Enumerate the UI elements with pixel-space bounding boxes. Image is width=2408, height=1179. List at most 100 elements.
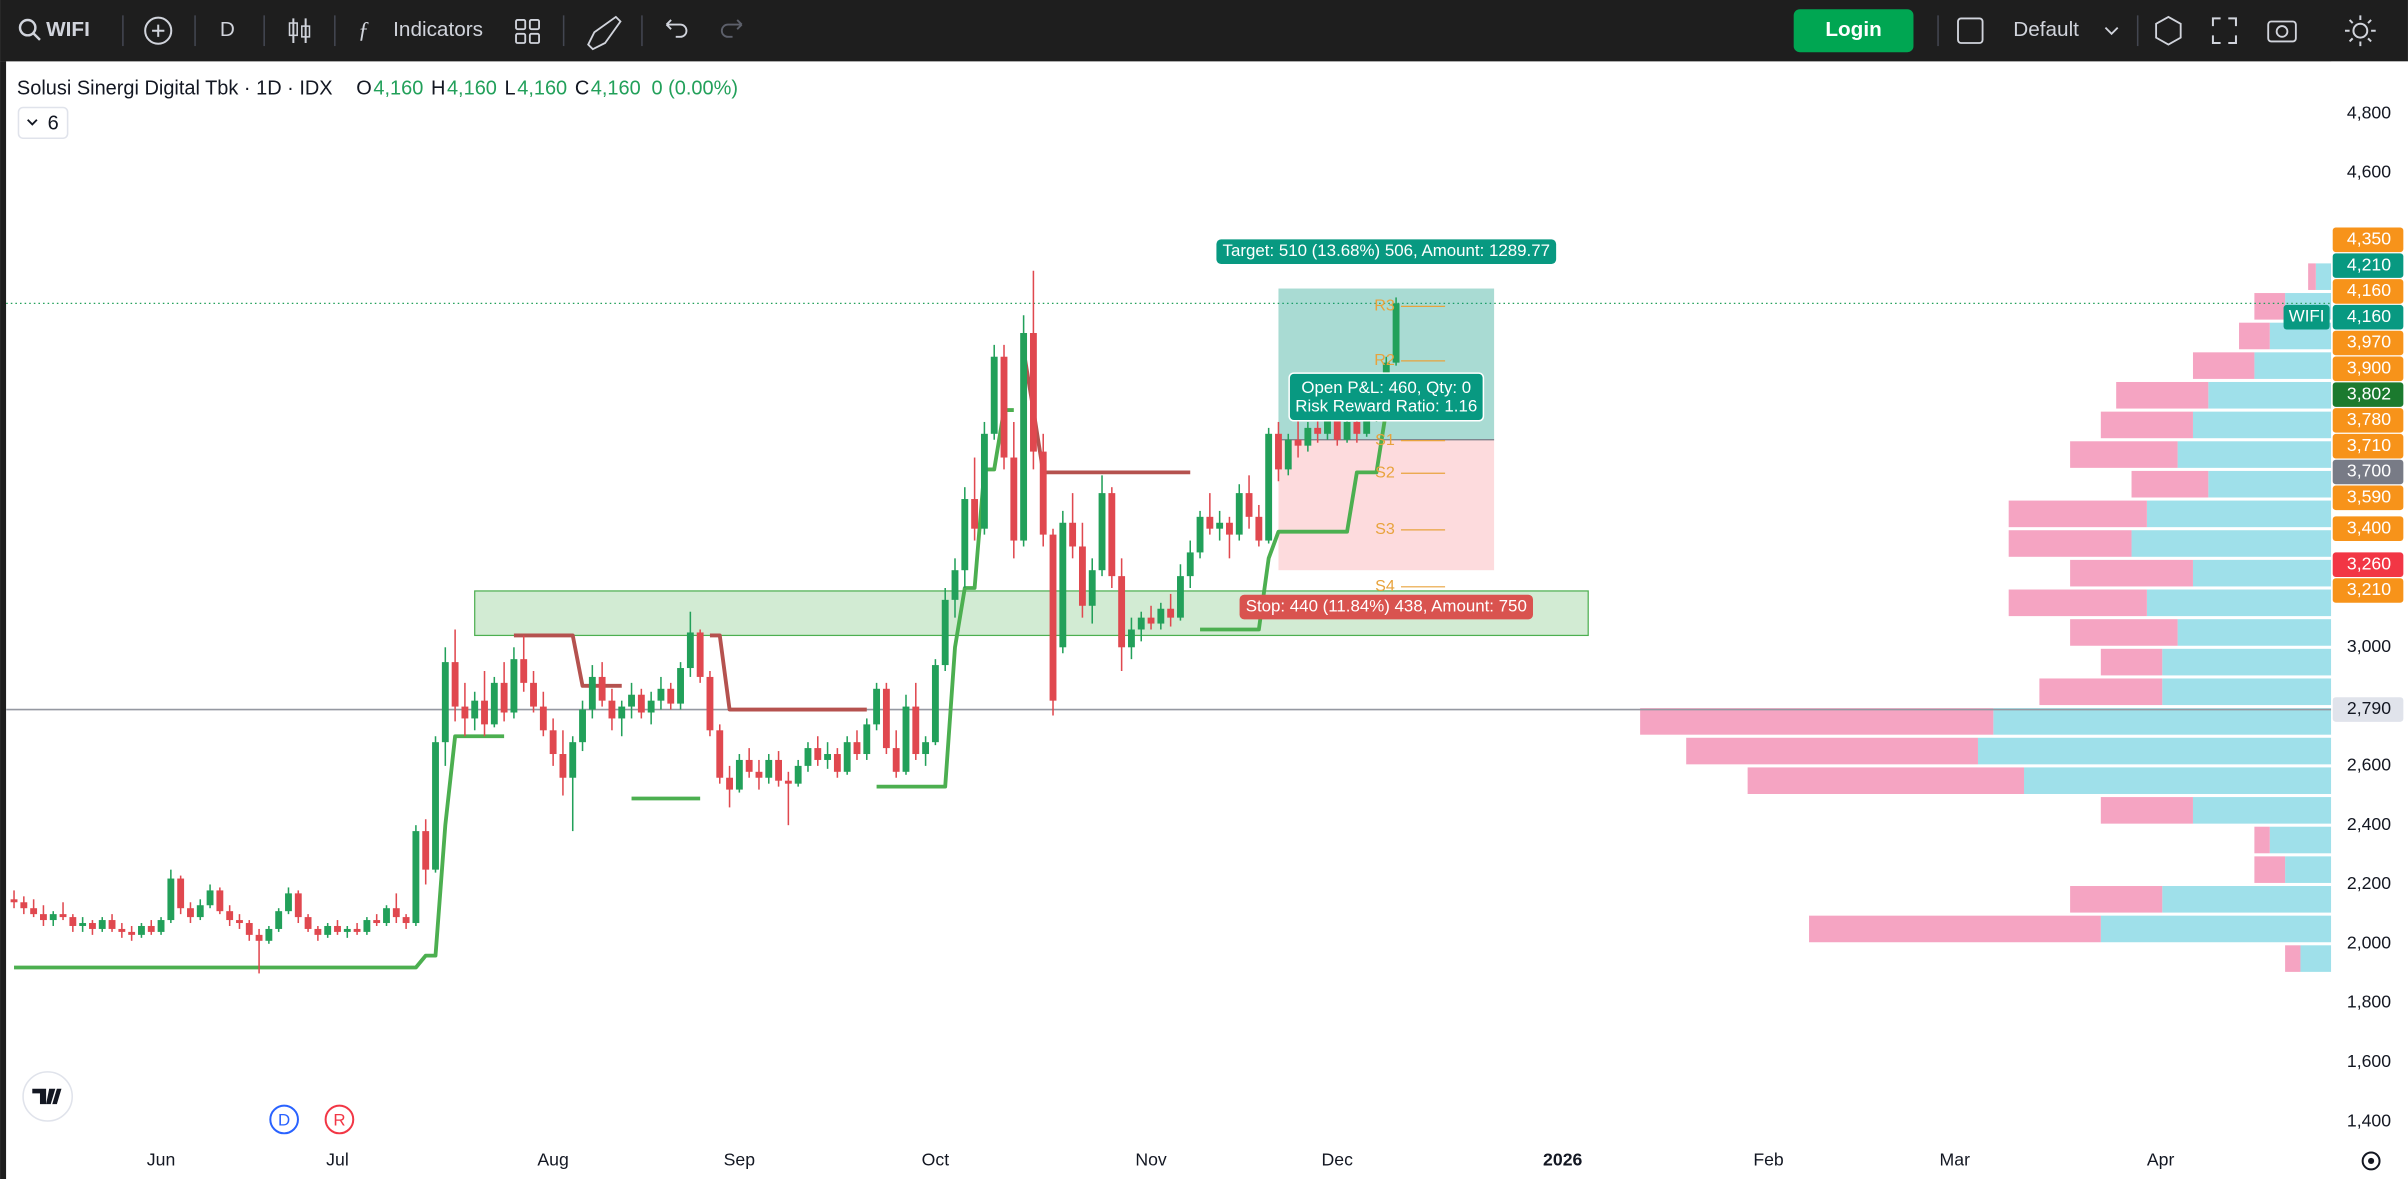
price-badge xyxy=(2332,227,2404,253)
profile-down xyxy=(1686,737,1978,765)
candle-body xyxy=(902,706,910,772)
profile-down xyxy=(1640,708,1994,735)
candle-body xyxy=(922,742,930,755)
candle-body xyxy=(990,356,998,434)
price-badge xyxy=(2332,578,2404,603)
candle-body xyxy=(520,659,528,683)
legend-value: 4,160 xyxy=(517,77,567,99)
marker-r[interactable]: R xyxy=(324,1104,355,1135)
candle-body xyxy=(1392,303,1400,363)
indicators-button[interactable]: ƒ Indicators xyxy=(358,17,483,43)
axis-settings[interactable] xyxy=(2361,1151,2381,1171)
profile-up xyxy=(2300,945,2332,972)
candle-body xyxy=(569,742,577,778)
profile-down xyxy=(2100,411,2193,439)
search-button[interactable]: WIFI xyxy=(18,18,90,41)
legend-key: H xyxy=(431,77,445,99)
login-button[interactable]: Login xyxy=(1793,9,1914,53)
candle-body xyxy=(481,700,488,725)
x-tick-label: Feb xyxy=(1753,1150,1784,1170)
profile-down xyxy=(2254,826,2270,854)
candle-body xyxy=(873,688,881,725)
candle-body xyxy=(1255,516,1263,541)
pnl-text: Open P&L: 460, Qty: 0 xyxy=(1301,378,1471,397)
candle-body xyxy=(1098,493,1106,571)
y-tick-label: 1,600 xyxy=(2347,1051,2391,1071)
indicators-label: Indicators xyxy=(393,18,483,41)
price-badge-label: 3,802 xyxy=(2347,383,2391,403)
drawing-button[interactable] xyxy=(587,15,622,51)
price-badge xyxy=(2332,304,2404,330)
layout-button[interactable]: Default xyxy=(1957,17,2119,44)
undo-button[interactable] xyxy=(665,19,688,38)
target-label-text: Target: 510 (13.68%) 506, Amount: 1289.7… xyxy=(1223,241,1550,260)
fullscreen-button[interactable] xyxy=(2211,17,2237,44)
candle-body xyxy=(138,925,145,935)
profile-down xyxy=(2254,856,2286,883)
y-tick-label: 1,800 xyxy=(2347,992,2391,1012)
trend-line xyxy=(876,408,1014,789)
profile-up xyxy=(2162,678,2332,706)
price-badge-label: 3,900 xyxy=(2347,357,2391,377)
rr-text: Risk Reward Ratio: 1.16 xyxy=(1295,396,1477,415)
price-badge xyxy=(2332,485,2404,511)
candle-body xyxy=(726,777,733,790)
candle-body xyxy=(1304,427,1312,446)
profile-up xyxy=(2254,352,2332,379)
legend-value: 4,160 xyxy=(373,77,423,99)
x-tick-label: Jul xyxy=(326,1150,349,1170)
compare-button[interactable] xyxy=(144,16,173,45)
templates-button[interactable] xyxy=(515,19,540,44)
fx-icon: ƒ xyxy=(358,17,370,43)
candle-body xyxy=(1314,427,1322,434)
profile-up xyxy=(2192,559,2332,587)
profile-up xyxy=(2208,381,2332,409)
price-badge-label: 3,780 xyxy=(2347,409,2391,429)
settings-button[interactable] xyxy=(2155,15,2182,46)
candle-body xyxy=(314,928,322,935)
legend-change: 0 (0.00%) xyxy=(651,77,738,99)
x-tick-label: Aug xyxy=(537,1150,568,1170)
logo-mark xyxy=(32,1088,62,1105)
candle-body xyxy=(971,499,979,529)
marker-d[interactable]: D xyxy=(269,1104,299,1135)
redo-button[interactable] xyxy=(720,19,743,38)
candle-body xyxy=(657,688,665,701)
profile-down xyxy=(2192,352,2255,379)
candle-body xyxy=(1235,493,1243,535)
candle-body xyxy=(892,748,900,772)
tv-logo[interactable] xyxy=(22,1071,73,1122)
screenshot-button[interactable] xyxy=(2267,20,2297,43)
candle-body xyxy=(1245,493,1253,517)
legend-key: C xyxy=(575,77,589,99)
profile-up xyxy=(2315,263,2332,290)
candle-body xyxy=(157,920,165,932)
profile-down xyxy=(2308,263,2316,290)
collapse-button[interactable]: 6 xyxy=(17,106,69,139)
profile-up xyxy=(2269,826,2332,854)
marker-circle xyxy=(269,1104,299,1135)
candle-body xyxy=(265,928,273,941)
profile-up xyxy=(2131,530,2332,557)
candle-body xyxy=(500,682,508,713)
candle-body xyxy=(285,893,292,912)
interval-button[interactable]: D xyxy=(220,18,235,41)
profile-down xyxy=(2116,381,2209,409)
grid-icon xyxy=(528,19,540,31)
price-badge xyxy=(2332,330,2404,356)
candle-body xyxy=(373,920,381,924)
legend-key: L xyxy=(505,77,516,99)
collapsed-count: 6 xyxy=(48,113,59,135)
candle-body xyxy=(745,759,753,772)
price-badge xyxy=(2332,552,2404,577)
chart-type-button[interactable] xyxy=(288,18,311,43)
price-badge-label: 3,210 xyxy=(2347,579,2391,599)
candle-body xyxy=(216,890,224,912)
candle-body xyxy=(696,632,704,677)
profile-up xyxy=(2192,797,2332,824)
x-tick-label: Apr xyxy=(2147,1150,2175,1170)
candle-body xyxy=(392,908,400,918)
candle-body xyxy=(755,771,763,778)
